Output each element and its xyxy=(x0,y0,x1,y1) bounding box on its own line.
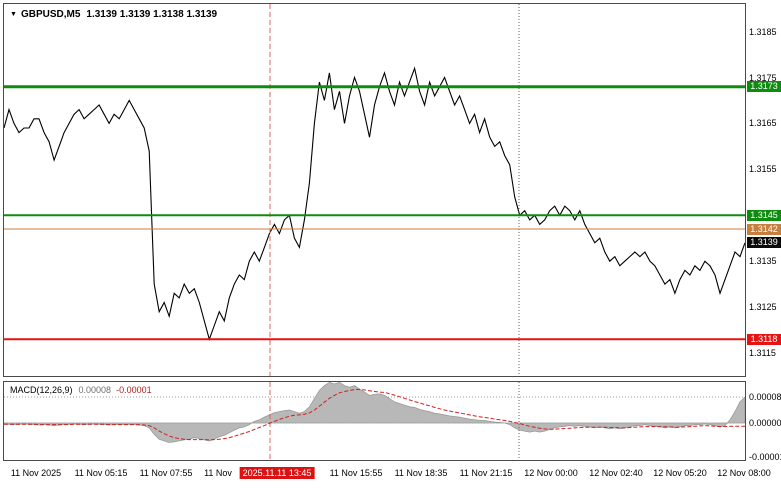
price-axis-badge-1.3118: 1.3118 xyxy=(747,333,781,345)
macd-axis-label: 0.00008 xyxy=(749,392,781,402)
price-chart-panel[interactable]: ▼ GBPUSD,M5 1.3139 1.3139 1.3138 1.3139 xyxy=(3,3,746,377)
price-axis-label: 1.3155 xyxy=(749,164,777,175)
macd-label: MACD(12,26,9) xyxy=(10,385,73,395)
price-chart-canvas[interactable] xyxy=(4,4,745,376)
price-axis-label: 1.3135 xyxy=(749,256,777,267)
symbol-period-label: GBPUSD,M5 xyxy=(20,9,81,20)
price-axis-label: 1.3115 xyxy=(749,348,776,358)
symbol-dropdown-icon[interactable]: ▼ xyxy=(10,11,17,18)
time-axis-label: 11 Nov 15:55 xyxy=(329,468,383,478)
time-axis-label: 12 Nov 00:00 xyxy=(524,468,578,478)
time-axis-label: 11 Nov 21:15 xyxy=(459,468,513,478)
time-axis-label: 12 Nov 02:40 xyxy=(589,468,643,478)
time-axis-label: 11 Nov 07:55 xyxy=(139,468,193,478)
macd-signal-value: -0.00001 xyxy=(116,385,152,395)
price-axis-label: 1.3165 xyxy=(749,118,777,129)
ohlc-quotes: 1.3139 1.3139 1.3138 1.3139 xyxy=(86,9,218,20)
price-line xyxy=(4,66,745,342)
macd-axis-label: 0.00000 xyxy=(749,418,781,428)
time-axis-label: 11 Nov 05:15 xyxy=(74,468,128,478)
time-axis-label: 11 Nov xyxy=(204,468,232,478)
macd-axis-label: -0.00001 xyxy=(749,452,781,462)
macd-canvas[interactable] xyxy=(4,382,745,460)
macd-header: MACD(12,26,9) 0.00008 -0.00001 xyxy=(10,385,152,395)
price-scale-axis[interactable]: 1.3185 1.3175 1.3165 1.3155 1.3135 1.3125 1.31… xyxy=(747,0,781,465)
macd-main-value: 0.00008 xyxy=(78,385,112,395)
price-axis-badge-1.3142: 1.3142 xyxy=(747,223,781,235)
time-axis-label: 11 Nov 18:35 xyxy=(394,468,448,478)
time-axis-label: 12 Nov 05:20 xyxy=(653,468,707,478)
price-axis-badge-1.3145: 1.3145 xyxy=(747,209,781,221)
price-axis-badge-1.3139: 1.3139 xyxy=(747,237,781,249)
macd-signal-line xyxy=(4,389,745,441)
chart-header: ▼ GBPUSD,M5 1.3139 1.3139 1.3138 1.3139 xyxy=(10,9,217,20)
price-axis-label: 1.3185 xyxy=(749,26,777,37)
time-axis-label: 12 Nov 08:00 xyxy=(717,468,771,478)
price-axis-label: 1.3175 xyxy=(749,72,777,83)
time-scale-axis[interactable]: 11 Nov 2025 11 Nov 05:15 11 Nov 07:55 11 No… xyxy=(0,466,781,484)
price-axis-badge-1.3173: 1.3173 xyxy=(747,81,781,93)
macd-panel[interactable]: MACD(12,26,9) 0.00008 -0.00001 xyxy=(3,381,746,461)
price-axis-label: 1.3125 xyxy=(749,302,777,313)
time-marker-badge: 2025.11.11 13:45 xyxy=(239,467,315,479)
time-axis-label: 11 Nov 2025 xyxy=(10,468,62,478)
